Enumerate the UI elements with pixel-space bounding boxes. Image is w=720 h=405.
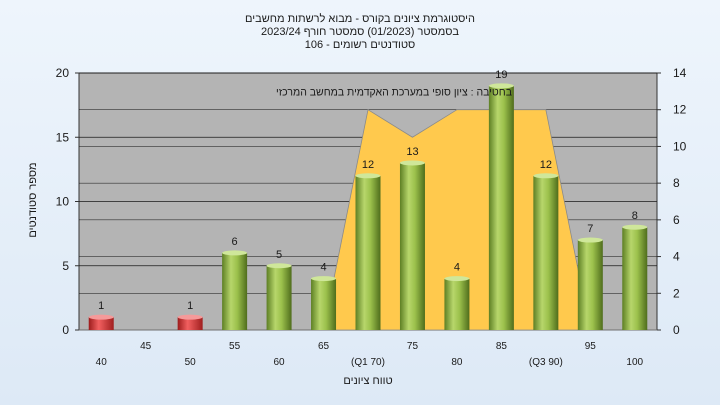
chart-title-line-1: היסטוגרמת ציונים בקורס - מבוא לרשתות מחש… <box>245 12 475 25</box>
bar-(Q3 90) <box>533 175 559 330</box>
bar-cap-80 <box>444 276 470 282</box>
x-tick-label-100: 100 <box>626 357 643 368</box>
bar-cap-50 <box>177 314 203 320</box>
value-label-55: 6 <box>232 236 238 248</box>
y-tick-label-10: 10 <box>56 195 70 209</box>
bar-cap-60 <box>266 263 292 269</box>
x-tick-label-(Q3 90): (Q3 90) <box>529 357 563 368</box>
bar-75 <box>399 162 425 330</box>
x-tick-label-55: 55 <box>229 341 241 352</box>
value-label-100: 8 <box>632 210 638 222</box>
value-label-(Q1 70): 12 <box>362 159 374 171</box>
x-tick-label-95: 95 <box>585 341 597 352</box>
bar-cap-95 <box>577 237 603 243</box>
bar-cap-(Q1 70) <box>355 173 381 179</box>
value-label-60: 5 <box>276 249 282 261</box>
value-label-80: 4 <box>454 262 460 274</box>
bar-(Q1 70) <box>355 175 381 330</box>
value-label-50: 1 <box>187 300 193 312</box>
x-axis-ticks: 40 45 50 55 60 65 (Q1 70) 75 80 85 (Q3 90) 95 100 <box>96 341 644 368</box>
y-tick-label-0: 0 <box>62 323 69 337</box>
y2-tick-label-12: 12 <box>673 103 687 117</box>
value-label-85: 19 <box>495 69 507 81</box>
y2-tick-label-8: 8 <box>673 176 680 190</box>
y-tick-label-20: 20 <box>56 66 70 80</box>
bar-55 <box>222 252 248 330</box>
x-tick-label-75: 75 <box>407 341 419 352</box>
value-label-75: 13 <box>406 146 418 158</box>
bar-cap-75 <box>399 160 425 166</box>
x-tick-label-80: 80 <box>451 357 463 368</box>
y2-axis-ticks: 0 2 4 6 8 10 12 14 <box>657 66 687 337</box>
y-axis-label: מספר סטודנטים <box>27 162 39 237</box>
y-tick-label-15: 15 <box>56 130 70 144</box>
y2-tick-label-0: 0 <box>673 323 680 337</box>
bar-cap-55 <box>222 250 248 256</box>
y-axis-ticks: 0 5 10 15 20 <box>56 66 79 337</box>
value-label-65: 4 <box>320 262 326 274</box>
x-tick-label-50: 50 <box>185 357 197 368</box>
bar-cap-40 <box>88 314 114 320</box>
bar-100 <box>622 227 648 330</box>
bar-60 <box>266 265 292 330</box>
y-tick-label-5: 5 <box>62 259 69 273</box>
x-axis-label: טווח ציונים <box>343 375 392 387</box>
bar-40 <box>88 317 114 330</box>
chart-title-line-3: סטודנטים רשומים - 106 <box>305 39 416 51</box>
bar-cap-85 <box>488 83 514 89</box>
bar-50 <box>177 317 203 330</box>
value-label-40: 1 <box>98 300 104 312</box>
y2-tick-label-2: 2 <box>673 286 680 300</box>
bars <box>88 83 648 330</box>
bar-cap-100 <box>622 224 648 230</box>
value-label-(Q3 90): 12 <box>540 159 552 171</box>
chart-title-line-2: בסמסטר (01/2023) סמסטר חורף 2023/24 <box>261 26 459 38</box>
bar-85 <box>488 85 514 330</box>
x-tick-label-45: 45 <box>140 341 152 352</box>
bar-80 <box>444 278 470 330</box>
y2-tick-label-4: 4 <box>673 250 680 264</box>
x-tick-label-40: 40 <box>96 357 108 368</box>
x-tick-label-(Q1 70): (Q1 70) <box>351 357 385 368</box>
y2-tick-label-10: 10 <box>673 139 687 153</box>
bar-95 <box>577 240 603 330</box>
value-label-95: 7 <box>587 223 593 235</box>
x-tick-label-65: 65 <box>318 341 330 352</box>
chart-annotation: בחטיבה : ציון סופי במערכת האקדמית במחשב … <box>276 86 512 98</box>
x-tick-label-85: 85 <box>496 341 508 352</box>
value-labels: 1 1 6 5 4 12 13 4 19 12 7 8 <box>98 69 638 312</box>
y2-tick-label-6: 6 <box>673 213 680 227</box>
bar-cap-65 <box>311 276 337 282</box>
y2-tick-label-14: 14 <box>673 66 687 80</box>
x-tick-label-60: 60 <box>274 357 286 368</box>
bar-cap-(Q3 90) <box>533 173 559 179</box>
bar-65 <box>311 278 337 330</box>
